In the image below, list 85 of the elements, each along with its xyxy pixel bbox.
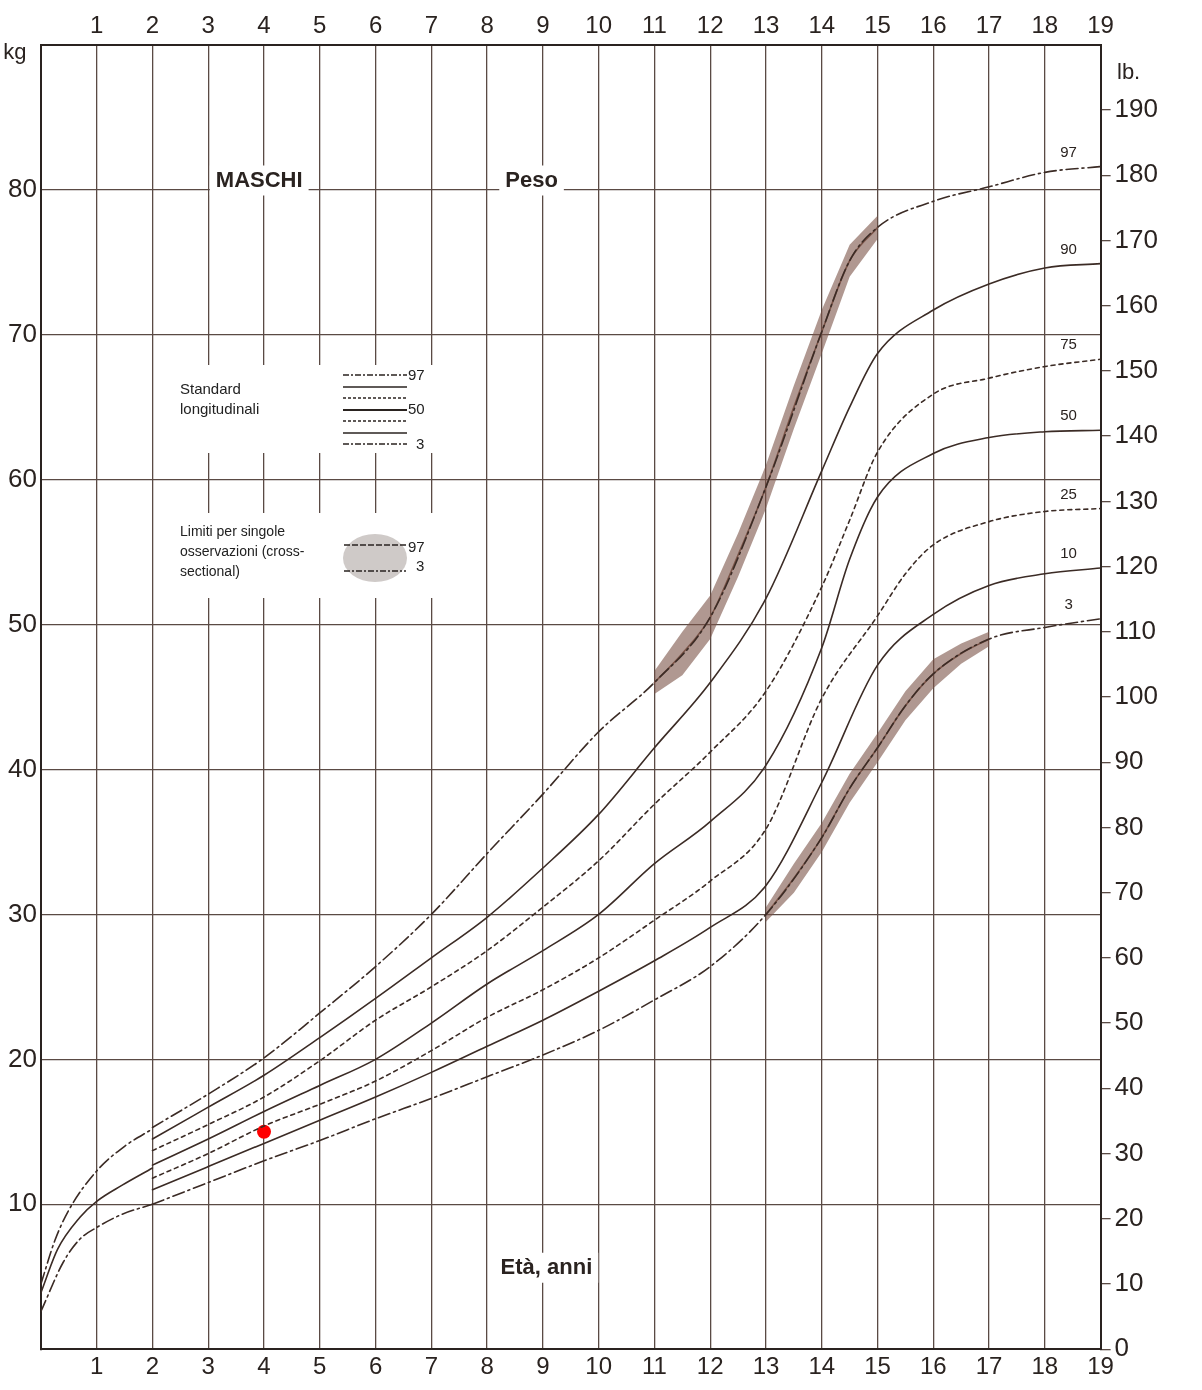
x2-tick-label: 2 [145,11,160,39]
y-tick-label: 30 [8,897,37,928]
y-tick-label: 60 [8,462,37,493]
x2-tick-label: 11 [641,11,667,39]
y2-tick-label: 70 [1114,875,1144,906]
x-tick-label: 11 [641,1352,667,1380]
x-axis-title: Età, anni [500,1253,593,1279]
y2-tick-label: 180 [1114,158,1159,189]
y2-tick-label: 150 [1114,354,1159,385]
x-tick-label: 18 [1031,1352,1059,1380]
y2-tick-label: 60 [1114,941,1144,972]
x2-tick-label: 9 [536,11,550,39]
y2-tick-label: 160 [1114,288,1159,319]
y-tick-label: 80 [8,172,37,203]
y2-axis-title: lb. [1117,58,1141,84]
y2-tick-label: 130 [1114,484,1159,515]
series-label: 97 [1060,142,1077,160]
y2-tick-label: 20 [1114,1201,1144,1232]
y-tick-label: 10 [8,1187,37,1218]
series-label: 90 [1060,239,1077,257]
annotation: 97 [408,366,425,383]
y-tick-label: 70 [8,317,37,348]
y2-tick-label: 100 [1114,680,1159,711]
annotation: 3 [416,435,425,452]
annotation: Limiti per singole osservazioni (cross-sectional) [180,522,306,581]
y2-tick-label: 190 [1114,93,1159,124]
x-tick-label: 9 [536,1352,550,1380]
series-label: 10 [1060,544,1077,562]
series-label: 3 [1064,594,1073,612]
annotation: 3 [416,557,425,574]
annotation: Standard longitudinali [180,379,261,419]
y2-tick-label: 30 [1114,1136,1144,1167]
y2-tick-label: 80 [1114,810,1144,841]
x2-tick-label: 12 [696,11,724,39]
series-label: 25 [1060,484,1077,502]
y-tick-label: 40 [8,752,37,783]
text: MASCHI [215,166,303,192]
y2-tick-label: 140 [1114,419,1159,450]
x2-tick-label: 5 [313,11,327,39]
x-tick-label: 14 [808,1352,836,1380]
x-tick-label: 17 [975,1352,1003,1380]
x2-tick-label: 14 [808,11,836,39]
y2-tick-label: 10 [1114,1267,1144,1298]
y2-tick-label: 90 [1114,745,1144,776]
x-tick-label: 1 [90,1352,104,1380]
x2-tick-label: 6 [368,11,383,39]
x-tick-label: 6 [368,1352,383,1380]
x2-tick-label: 18 [1031,11,1059,39]
series-label: 50 [1060,406,1077,424]
x-tick-label: 7 [424,1352,439,1380]
y2-tick-label: 0 [1114,1332,1130,1363]
x-tick-label: 13 [752,1352,780,1380]
x2-tick-label: 16 [919,11,947,39]
x2-tick-label: 15 [864,11,891,39]
x-tick-label: 5 [313,1352,327,1380]
x2-tick-label: 8 [480,11,494,39]
x-tick-label: 3 [201,1352,215,1380]
x2-tick-label: 7 [424,11,439,39]
text: Peso [505,166,558,192]
y2-tick-label: 40 [1114,1071,1144,1102]
x-tick-label: 12 [696,1352,724,1380]
series-label: 75 [1060,335,1077,353]
y-tick-label: 50 [8,607,37,638]
x2-tick-label: 19 [1087,11,1114,39]
x-tick-label: 19 [1087,1352,1114,1380]
y2-tick-label: 170 [1114,223,1159,254]
x-tick-label: 15 [864,1352,891,1380]
x2-tick-label: 17 [975,11,1003,39]
annotation: 50 [408,400,425,417]
x2-tick-label: 1 [90,11,104,39]
y-axis-title: kg [3,38,27,64]
x2-tick-label: 3 [201,11,215,39]
annotation: 97 [408,538,425,555]
x2-tick-label: 13 [752,11,780,39]
x-tick-label: 4 [257,1352,271,1380]
y-tick-label: 20 [8,1042,37,1073]
x-tick-label: 16 [919,1352,947,1380]
x2-tick-label: 10 [585,11,613,39]
x-tick-label: 10 [585,1352,613,1380]
y2-tick-label: 120 [1114,549,1159,580]
x-tick-label: 8 [480,1352,494,1380]
x-tick-label: 2 [145,1352,160,1380]
y2-tick-label: 110 [1114,614,1157,645]
x2-tick-label: 4 [257,11,271,39]
y2-tick-label: 50 [1114,1006,1144,1037]
